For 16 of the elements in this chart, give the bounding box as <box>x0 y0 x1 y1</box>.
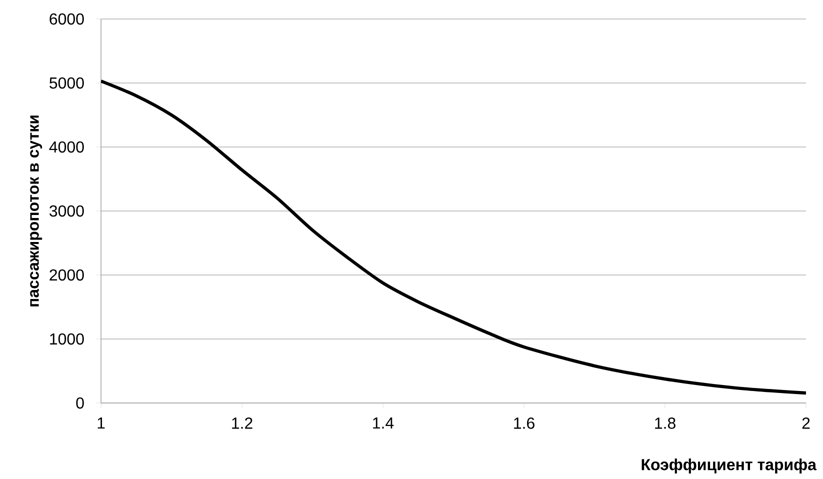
y-tick-label: 1000 <box>50 333 84 345</box>
y-tick-label: 4000 <box>49 141 84 153</box>
x-tick-label: 1 <box>98 418 105 429</box>
x-tick-label: 1.4 <box>373 418 394 429</box>
x-tick-label: 1.2 <box>232 418 252 429</box>
y-tick-label: 5000 <box>50 77 84 89</box>
y-tick-label: 2000 <box>50 269 84 281</box>
y-tick-label: 3000 <box>49 205 84 217</box>
x-tick-label: 1.8 <box>655 418 676 429</box>
y-axis-title: пассажиропоток в сутки <box>30 116 42 306</box>
y-tick-label: 0 <box>76 397 84 409</box>
x-tick-label: 1.6 <box>514 418 534 429</box>
line-series <box>101 79 806 395</box>
x-axis-title: Коэффициент тарифа <box>642 458 817 474</box>
y-tick-label: 6000 <box>50 13 84 25</box>
x-tick-label: 2 <box>802 418 810 429</box>
